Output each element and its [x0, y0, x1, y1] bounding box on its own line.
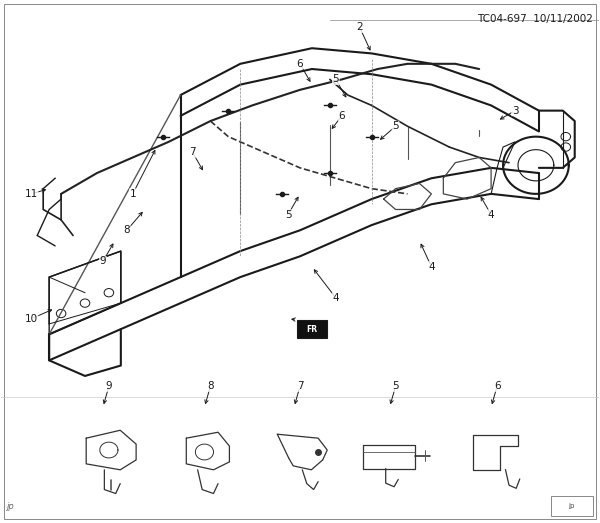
Text: 7: 7 — [189, 147, 196, 157]
Text: 6: 6 — [296, 59, 304, 69]
Text: 5: 5 — [392, 121, 399, 131]
Text: 5: 5 — [285, 210, 292, 220]
Text: 6: 6 — [338, 111, 345, 121]
Text: 4: 4 — [332, 293, 339, 303]
Text: 2: 2 — [356, 22, 363, 32]
Text: TC04-697  10/11/2002: TC04-697 10/11/2002 — [477, 15, 593, 25]
Text: 4: 4 — [428, 262, 435, 272]
FancyBboxPatch shape — [297, 320, 327, 338]
Text: jp: jp — [569, 503, 575, 509]
Text: 4: 4 — [488, 210, 494, 220]
Text: jp: jp — [7, 502, 15, 511]
Text: 5: 5 — [332, 74, 339, 84]
Text: 9: 9 — [100, 256, 106, 267]
Text: 5: 5 — [392, 381, 399, 391]
Text: 7: 7 — [296, 381, 304, 391]
Text: 6: 6 — [494, 381, 500, 391]
Text: 1: 1 — [130, 189, 136, 199]
Text: 8: 8 — [207, 381, 214, 391]
Text: 8: 8 — [124, 225, 130, 235]
Text: FR: FR — [307, 325, 317, 334]
Text: 9: 9 — [106, 381, 112, 391]
Text: 10: 10 — [25, 314, 38, 324]
FancyBboxPatch shape — [551, 496, 593, 516]
Text: 3: 3 — [512, 106, 518, 116]
Text: 11: 11 — [25, 189, 38, 199]
